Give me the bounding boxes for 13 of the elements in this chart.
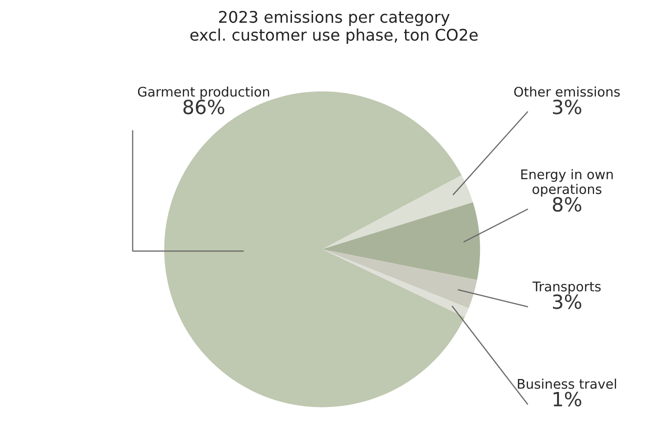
pie-slice — [322, 249, 478, 308]
data-label: 86% — [183, 100, 224, 114]
slice-label: Garment production — [138, 86, 270, 100]
slice-label: Energy in own operations — [521, 169, 613, 197]
slice-label: Business travel — [518, 378, 616, 389]
data-label: 8% — [552, 196, 582, 212]
slice-label: Other emissions — [514, 86, 620, 97]
data-label: 1% — [554, 392, 582, 406]
chart-title: 2023 emissions per category excl. customer use phase, ton CO2e — [190, 10, 478, 44]
data-label: 3% — [552, 294, 582, 310]
data-label: 3% — [552, 100, 582, 114]
pie-slice — [322, 202, 480, 280]
slice-label: Transports — [532, 282, 601, 294]
